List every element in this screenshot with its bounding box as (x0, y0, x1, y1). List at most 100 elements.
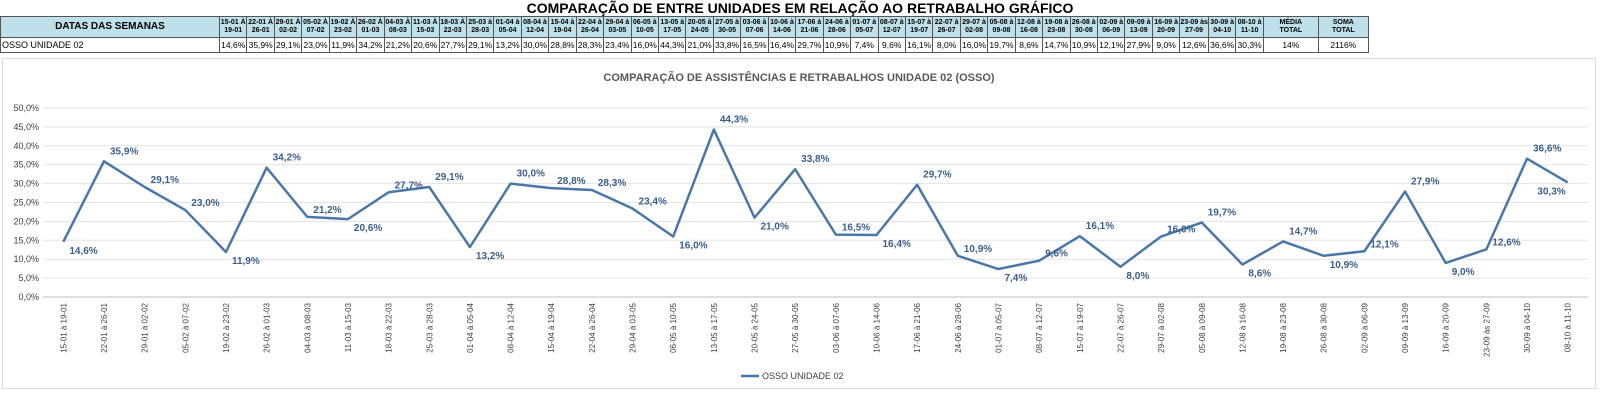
data-label: 7,4% (1004, 273, 1027, 284)
legend: OSSO UNIDADE 02 (741, 371, 844, 381)
week-header-part: 13-05 à (660, 19, 685, 26)
week-value-cell: 23,0% (301, 37, 330, 53)
series-line (62, 128, 1569, 271)
week-header-cell: 04-03 À 08-03 (383, 16, 413, 38)
week-header-part: 07-06 (745, 27, 764, 34)
x-tick-label: 08-10 à 11-10 (1564, 302, 1573, 352)
week-header-cell: 22-01 À 26-01 (246, 16, 275, 38)
week-header-part: 11-03 À (413, 19, 438, 26)
week-header-part: 17-05 (663, 27, 682, 34)
soma-total-header: SOMA TOTAL (1317, 16, 1369, 38)
x-tick-label: 29-01 à 02-02 (141, 302, 150, 352)
week-value-cell: 34,2% (356, 37, 385, 53)
week-header-cell: 18-03 À 22-03 (438, 16, 467, 38)
x-tick-label: 23-09 às 27-09 (1482, 302, 1491, 356)
soma-total-value: 2116% (1317, 37, 1369, 53)
week-header-part: 28-03 (471, 27, 490, 34)
data-label: 30,0% (517, 169, 545, 180)
data-label: 16,0% (1167, 225, 1195, 236)
x-tick-label: 01-04 à 05-04 (466, 302, 475, 352)
week-header-cell: 26-02 À 01-03 (356, 16, 385, 38)
week-value-cell: 33,8% (712, 37, 742, 53)
week-header-part: 19-07 (910, 27, 929, 34)
week-value-cell: 16,0% (959, 37, 989, 53)
week-header-part: 21-06 (800, 27, 819, 34)
data-label: 30,3% (1537, 186, 1565, 197)
data-label: 8,0% (1126, 271, 1149, 282)
week-header-part: 02-08 (965, 27, 983, 34)
chart-area: COMPARAÇÃO DE ASSISTÊNCIAS E RETRABALHOS… (2, 58, 1596, 389)
week-value-cell: 16,1% (904, 37, 934, 53)
week-header-part: 26-08 à (1071, 19, 1096, 26)
week-header-part: 22-03 (443, 27, 462, 34)
week-header-part: 23-09 às (1180, 19, 1208, 26)
y-tick-label: 10,0% (13, 254, 39, 264)
week-header-part: 28-06 (827, 27, 846, 34)
week-header-cell: 08-04 à 12-04 (520, 16, 550, 38)
x-tick-label: 16-09 à 20-09 (1442, 302, 1451, 352)
week-header-cell: 02-09 à 06-09 (1096, 16, 1126, 38)
data-label: 34,2% (273, 153, 301, 164)
week-header-cell: 05-02 À 07-02 (301, 16, 330, 38)
week-header-part: 03-06 à (742, 19, 767, 26)
y-tick-label: 0,0% (18, 292, 39, 302)
week-header-cell: 22-07 à 26-07 (932, 16, 961, 38)
x-tick-label: 06-05 à 10-05 (669, 302, 678, 352)
header-label: DATAS DAS SEMANAS (0, 16, 220, 38)
week-value-cell: 12,6% (1179, 37, 1209, 53)
page-title: COMPARAÇÃO DE ENTRE UNIDADES EM RELAÇÃO … (526, 0, 1074, 16)
data-label: 28,3% (598, 178, 626, 189)
x-axis: 15-01 à 19-01 22-01 à 26-01 29-01 à 02-02 0… (59, 302, 1572, 356)
media-header-part: MÉDIA (1279, 19, 1303, 26)
week-header-cell: 08-10 à 11-10 (1235, 16, 1264, 38)
week-header-part: 08-07 à (879, 19, 904, 26)
week-value-cell: 14,7% (1042, 37, 1071, 53)
week-header-cell: 12-08 à 16-08 (1014, 16, 1044, 38)
week-header-part: 12-04 (526, 27, 544, 34)
week-header-cell: 24-06 à 28-06 (822, 16, 852, 38)
week-value-cell: 27,7% (438, 37, 467, 53)
week-header-cell: 30-09 à 04-10 (1207, 16, 1237, 38)
week-header-part: 10-05 (635, 27, 654, 34)
x-tick-label: 30-09 à 04-10 (1523, 302, 1532, 352)
week-header-cell: 09-09 à 13-09 (1124, 16, 1153, 38)
week-header-cell: 17-06 à 21-06 (795, 16, 824, 38)
y-tick-label: 40,0% (13, 141, 39, 151)
week-header-part: 24-06 à (824, 19, 849, 26)
week-header-part: 07-02 (306, 27, 325, 34)
data-label: 23,4% (639, 197, 667, 208)
x-tick-label: 09-09 à 13-09 (1401, 302, 1410, 352)
week-value-cell: 29,7% (795, 37, 824, 53)
week-header-part: 22-04 à (578, 19, 602, 26)
week-header-part: 19-08 à (1044, 19, 1069, 26)
x-tick-label: 15-01 à 19-01 (59, 302, 68, 352)
week-value-cell: 27,9% (1124, 37, 1153, 53)
x-tick-label: 29-07 à 02-08 (1157, 302, 1166, 352)
week-header-part: 23-08 (1047, 27, 1066, 34)
week-value-cell: 20,6% (411, 37, 440, 53)
week-header-cell: 10-06 à 14-06 (767, 16, 797, 38)
week-header-part: 08-03 (388, 27, 407, 34)
week-header-cell: 11-03 À 15-03 (411, 16, 440, 38)
data-label: 19,7% (1208, 208, 1236, 219)
y-axis: 0,0% 5,0% 10,0% 15,0% 20,0% 25,0% 30,0% 35,0% 40… (13, 103, 39, 302)
soma-header-part: TOTAL (1331, 27, 1355, 34)
data-label: 14,7% (1289, 226, 1317, 237)
x-tick-label: 05-08 à 09-08 (1198, 302, 1207, 352)
line-chart: COMPARAÇÃO DE ASSISTÊNCIAS E RETRABALHOS… (13, 71, 1588, 381)
week-header-part: 12-07 (882, 27, 901, 34)
data-label: 23,0% (191, 198, 219, 209)
week-value-cell: 16,5% (740, 37, 769, 53)
x-tick-label: 12-08 à 16-08 (1238, 302, 1247, 352)
data-label: 16,1% (1086, 221, 1114, 232)
data-label: 29,7% (923, 170, 951, 181)
week-header-part: 30-09 à (1210, 19, 1235, 26)
week-header-part: 15-04 à (550, 19, 575, 26)
week-value-cell: 8,0% (932, 37, 961, 53)
week-header-part: 15-03 (416, 27, 435, 34)
data-label: 9,0% (1452, 267, 1475, 278)
week-header-part: 20-05 à (687, 19, 712, 26)
x-tick-label: 08-07 à 12-07 (1035, 302, 1044, 352)
x-tick-label: 08-04 à 12-04 (507, 302, 516, 352)
week-value-cell: 35,9% (246, 37, 275, 53)
